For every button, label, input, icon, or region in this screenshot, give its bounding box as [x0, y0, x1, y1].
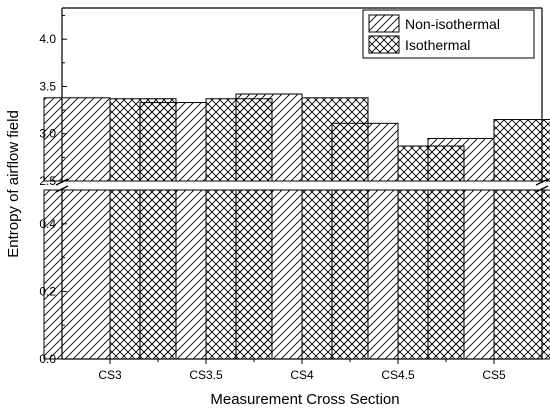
y-tick-label: 0.0	[39, 352, 56, 366]
bars-group	[43, 93, 550, 360]
x-tick-label: CS4.5	[381, 368, 415, 382]
x-tick-label: CS5	[482, 368, 506, 382]
y-tick-label: 4.0	[39, 32, 56, 46]
axis-break-mark-left	[55, 185, 69, 193]
y-tick-label: 2.5	[39, 174, 56, 188]
x-tick-label: CS4	[290, 368, 314, 382]
legend-label-cross: Isothermal	[405, 37, 470, 53]
bar-diag-CS5-lower	[427, 189, 495, 360]
legend-label-diag: Non-isothermal	[405, 16, 500, 32]
x-tick-label: CS3	[98, 368, 122, 382]
legend: Non-isothermal Isothermal	[362, 9, 535, 59]
bar-diag-CS3-upper	[43, 97, 111, 182]
bar-diag-CS4-5-upper	[331, 122, 399, 182]
axes-group: 2.5 3.0 3.5 4.0 0.0 0.2 0.4 CS3 CS3.5 CS4 CS4.5 CS5	[39, 7, 549, 382]
legend-swatch-cross	[368, 35, 400, 54]
bar-diag-CS4-5-lower	[331, 189, 399, 360]
bar-diag-CS3-lower	[43, 189, 111, 360]
y-tick-label: 3.0	[39, 127, 56, 141]
axis-break-mark-left	[55, 178, 69, 186]
y-tick-label: 3.5	[39, 79, 56, 93]
x-tick-label: CS3.5	[189, 368, 223, 382]
bar-diag-CS3-5-lower	[139, 189, 207, 360]
x-axis-label: Measurement Cross Section	[210, 391, 399, 408]
bar-diag-CS4-upper	[235, 93, 303, 182]
y-tick-label: 0.4	[39, 217, 56, 231]
bar-diag-CS5-upper	[427, 137, 495, 182]
y-axis-label: Entropy of airflow field	[5, 110, 22, 258]
bar-diag-CS4-lower	[235, 189, 303, 360]
bar-diag-CS3-5-upper	[139, 102, 207, 182]
y-tick-label: 0.2	[39, 284, 56, 298]
legend-swatch-diag	[368, 14, 400, 33]
axis-break-mark-right	[535, 185, 549, 193]
bar-cross-CS5-upper	[493, 119, 550, 182]
axis-break-mark-right	[535, 178, 549, 186]
